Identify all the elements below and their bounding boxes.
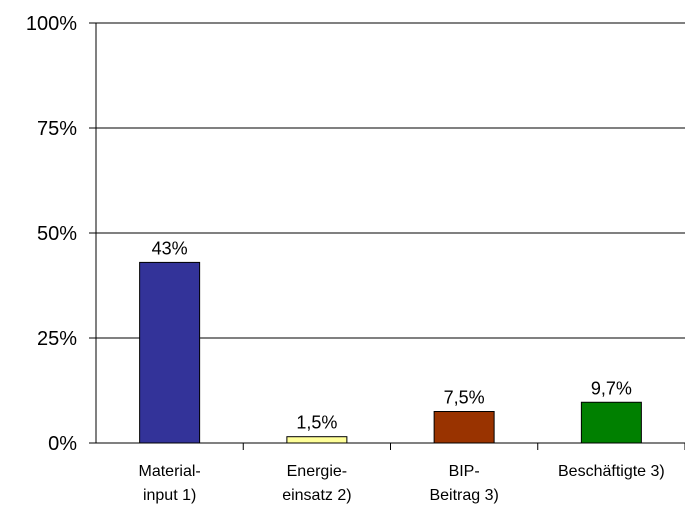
y-tick-label: 50%	[37, 223, 77, 245]
y-tick-label: 100%	[26, 13, 77, 35]
data-label: 1,5%	[296, 413, 337, 433]
gridlines	[96, 22, 685, 339]
y-tick-label: 0%	[48, 433, 77, 455]
bar	[286, 436, 348, 444]
data-label: 43%	[152, 238, 188, 258]
category-label: input 1)	[143, 487, 196, 504]
category-label: einsatz 2)	[282, 487, 351, 504]
y-tick-label: 25%	[37, 328, 77, 350]
bar	[433, 411, 495, 444]
bar	[580, 401, 642, 444]
bars	[139, 261, 642, 444]
category-label: Energie-	[287, 463, 347, 480]
bar	[139, 261, 201, 444]
category-label: BIP-	[449, 463, 480, 480]
data-label: 7,5%	[444, 388, 485, 408]
labels: 0% 25% 50% 75% 100% 43% Material-input 1) 1,5% E…	[26, 13, 665, 504]
data-label: 9,7%	[591, 378, 632, 398]
y-tick-label: 75%	[37, 118, 77, 140]
category-label: Beschäftigte 3)	[558, 463, 665, 480]
category-label: Beitrag 3)	[429, 487, 498, 504]
category-label: Material-	[139, 463, 201, 480]
